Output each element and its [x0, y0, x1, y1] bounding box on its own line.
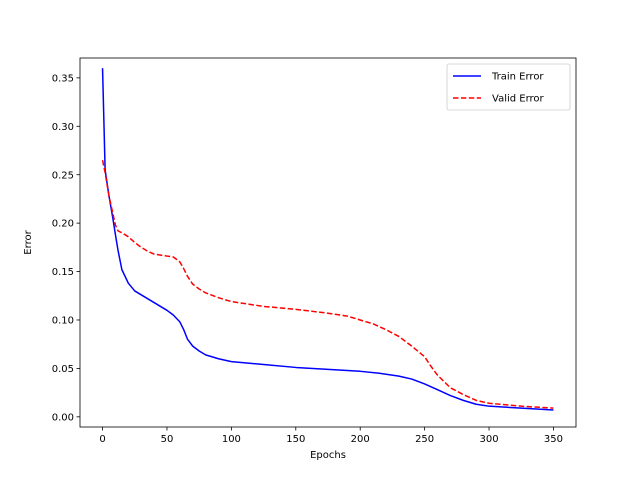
x-tick-label: 250 [415, 434, 434, 445]
legend: Train Error Valid Error [446, 63, 571, 111]
legend-label-valid-error: Valid Error [492, 94, 545, 105]
y-axis-label: Error [23, 229, 34, 254]
x-tick-label: 150 [286, 434, 305, 445]
y-tick-label: 0.20 [52, 219, 74, 230]
x-tick-label: 350 [544, 434, 563, 445]
y-tick-label: 0.25 [52, 170, 74, 181]
x-tick-label: 50 [161, 434, 174, 445]
series-line-train-error [101, 68, 554, 411]
y-axis-ticks: 0.00 0.05 0.10 0.15 0.20 0.25 0.30 0.35 [52, 73, 80, 423]
series-line-valid-error [101, 160, 554, 409]
axes-frame [79, 57, 577, 428]
x-tick-label: 300 [479, 434, 498, 445]
legend-label-train-error: Train Error [491, 72, 544, 83]
y-tick-label: 0.00 [52, 412, 74, 423]
x-axis-ticks: 0 50 100 150 200 250 300 350 [99, 427, 563, 445]
y-tick-label: 0.15 [52, 267, 74, 278]
x-axis-label: Epochs [310, 450, 346, 461]
y-tick-label: 0.05 [52, 364, 74, 375]
plot-area [101, 68, 554, 411]
x-tick-label: 100 [222, 434, 241, 445]
x-tick-label: 0 [99, 434, 105, 445]
y-tick-label: 0.35 [52, 73, 74, 84]
y-tick-label: 0.10 [52, 316, 74, 327]
y-tick-label: 0.30 [52, 122, 74, 133]
x-tick-label: 200 [351, 434, 370, 445]
